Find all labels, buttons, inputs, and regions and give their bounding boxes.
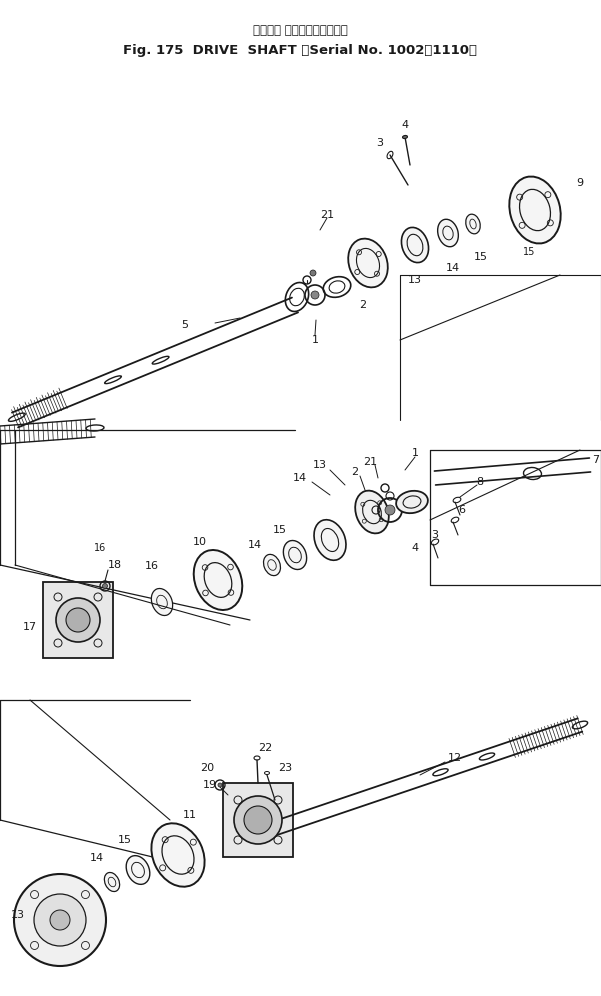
Text: 1: 1 <box>412 448 418 458</box>
Text: 18: 18 <box>108 560 122 570</box>
Circle shape <box>34 894 86 946</box>
Text: 6: 6 <box>459 505 466 515</box>
Text: 4: 4 <box>401 120 409 130</box>
Ellipse shape <box>105 872 120 891</box>
Text: 10: 10 <box>193 537 207 547</box>
Text: 2: 2 <box>359 300 367 310</box>
Text: 1: 1 <box>311 335 319 345</box>
Ellipse shape <box>126 856 150 884</box>
Ellipse shape <box>263 555 281 576</box>
Text: 14: 14 <box>90 853 104 863</box>
Text: ドライブ シャフト（適用号機: ドライブ シャフト（適用号機 <box>252 24 347 37</box>
Text: 2: 2 <box>352 467 359 477</box>
Circle shape <box>14 874 106 966</box>
Text: 15: 15 <box>273 525 287 535</box>
Text: 13: 13 <box>408 275 422 285</box>
Circle shape <box>50 910 70 930</box>
Text: 19: 19 <box>203 780 217 790</box>
Text: 22: 22 <box>258 743 272 753</box>
Circle shape <box>56 598 100 642</box>
Text: 23: 23 <box>278 763 292 773</box>
Text: 14: 14 <box>293 473 307 483</box>
Circle shape <box>234 796 282 844</box>
Ellipse shape <box>194 550 242 610</box>
Text: 14: 14 <box>446 263 460 273</box>
Ellipse shape <box>314 520 346 561</box>
Circle shape <box>66 608 90 632</box>
Ellipse shape <box>348 239 388 288</box>
Ellipse shape <box>355 491 389 534</box>
Text: 16: 16 <box>145 561 159 571</box>
Text: 16: 16 <box>94 543 106 553</box>
Ellipse shape <box>509 176 561 243</box>
Ellipse shape <box>151 824 204 886</box>
Text: 3: 3 <box>432 530 439 540</box>
Text: 13: 13 <box>11 910 25 920</box>
Polygon shape <box>43 582 113 658</box>
Text: 15: 15 <box>474 252 488 262</box>
Circle shape <box>218 783 222 787</box>
Text: 5: 5 <box>182 320 189 330</box>
Circle shape <box>103 584 108 589</box>
Text: 9: 9 <box>576 178 584 188</box>
Text: 14: 14 <box>248 540 262 550</box>
Circle shape <box>244 806 272 834</box>
Text: 21: 21 <box>320 210 334 220</box>
Text: 21: 21 <box>363 457 377 467</box>
Ellipse shape <box>396 491 428 513</box>
Text: 3: 3 <box>376 138 383 148</box>
Circle shape <box>385 505 395 515</box>
Text: 17: 17 <box>23 622 37 632</box>
Ellipse shape <box>403 135 407 138</box>
Text: 11: 11 <box>183 810 197 820</box>
Text: 12: 12 <box>448 753 462 763</box>
Circle shape <box>310 270 316 276</box>
Ellipse shape <box>401 227 429 263</box>
Text: 8: 8 <box>477 477 484 487</box>
Text: 7: 7 <box>593 455 600 465</box>
Circle shape <box>311 291 319 299</box>
Text: 15: 15 <box>118 835 132 845</box>
Text: 15: 15 <box>523 247 535 257</box>
Text: 4: 4 <box>412 543 418 553</box>
Text: 13: 13 <box>313 460 327 470</box>
Ellipse shape <box>438 219 459 247</box>
Polygon shape <box>223 783 293 857</box>
Text: Fig. 175  DRIVE  SHAFT （Serial No. 1002～1110）: Fig. 175 DRIVE SHAFT （Serial No. 1002～11… <box>123 44 477 57</box>
Ellipse shape <box>151 589 172 616</box>
Ellipse shape <box>283 541 307 570</box>
Text: 20: 20 <box>200 763 214 773</box>
Ellipse shape <box>466 214 480 234</box>
